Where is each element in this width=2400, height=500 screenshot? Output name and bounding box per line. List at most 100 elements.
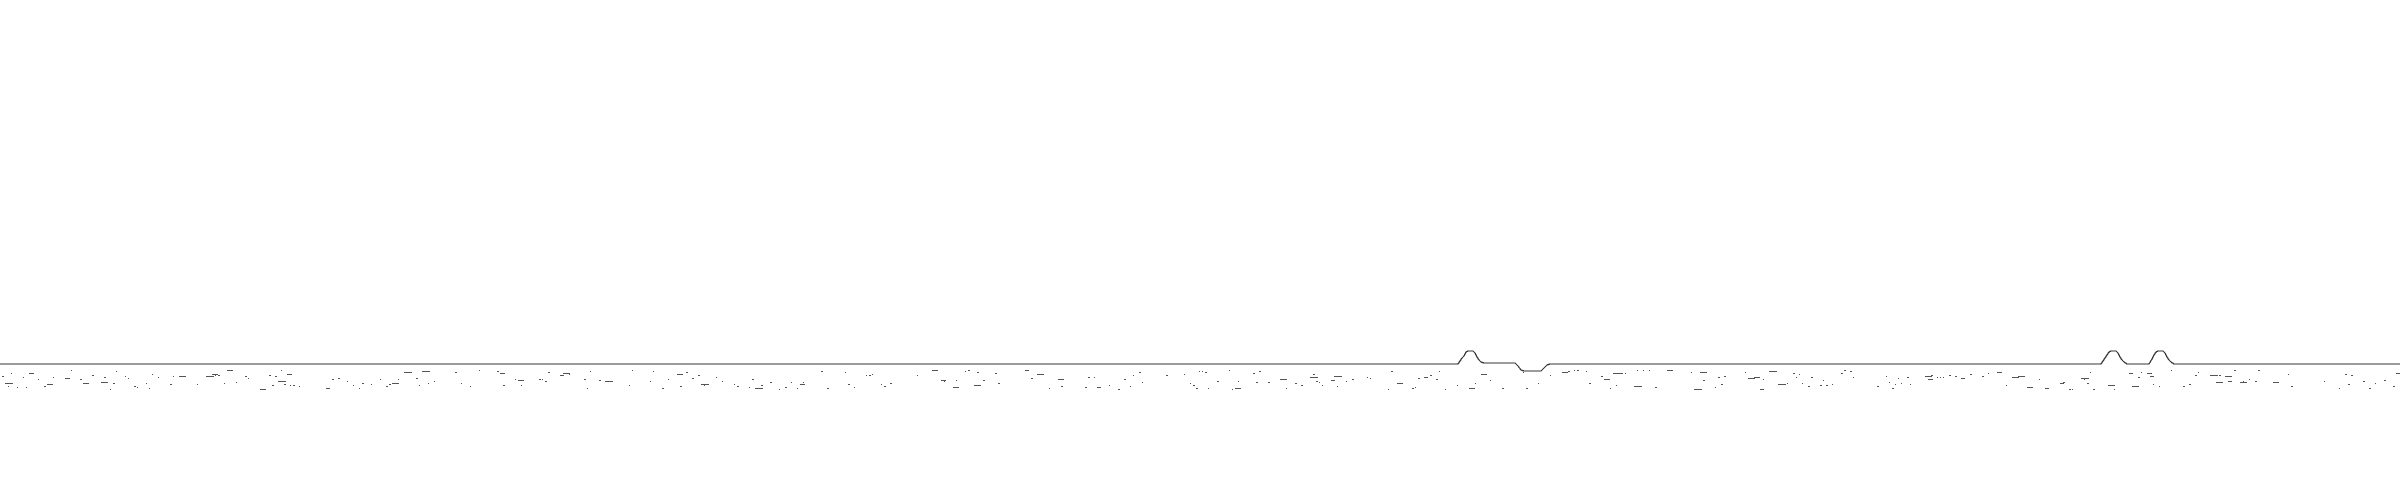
noise-speck [632,370,633,371]
noise-speck [1643,370,1644,371]
noise-speck [1208,388,1209,389]
noise-speck [1907,377,1909,378]
noise-speck [146,383,147,384]
noise-speck [2093,389,2095,390]
noise-speck [1850,371,1852,372]
noise-speck [1886,376,1887,377]
noise-speck [1718,377,1720,378]
noise-speck [848,384,850,385]
noise-speck [2348,384,2350,385]
noise-speck [371,384,372,385]
noise-speck [1889,382,1890,383]
noise-speck [779,389,780,390]
noise-speck [2159,386,2160,387]
noise-speck [605,381,613,382]
noise-speck [1346,381,1347,382]
noise-speck [1700,372,1707,373]
noise-speck [2195,375,2197,376]
noise-speck [134,386,136,387]
noise-speck [2132,386,2139,387]
noise-speck [23,377,24,378]
noise-speck [563,373,570,374]
noise-speck [2351,375,2353,376]
noise-speck [470,386,471,387]
noise-speck [152,374,153,375]
noise-speck [722,381,723,382]
noise-speck [1235,388,1241,389]
noise-speck [1205,372,1207,373]
noise-speck [1097,387,1101,388]
noise-speck [800,384,805,385]
noise-speck [392,383,399,384]
noise-speck [1190,383,1191,384]
noise-speck [752,379,754,380]
noise-speck [1940,377,1941,378]
noise-speck [218,375,220,376]
noise-speck [1133,375,1134,376]
noise-speck [2069,389,2071,390]
noise-speck [1457,385,1458,386]
noise-speck [326,388,330,389]
noise-speck [47,384,53,385]
noise-speck [1892,388,1894,389]
noise-speck [629,385,630,386]
noise-speck [1667,370,1673,371]
noise-speck [1238,381,1239,382]
noise-speck [854,387,855,388]
noise-speck [1937,377,1938,378]
noise-speck [1901,383,1902,384]
noise-speck [1037,374,1044,375]
noise-speck [1502,388,1504,389]
noise-speck [125,376,126,377]
noise-speck [104,377,106,378]
noise-speck [1943,377,1944,378]
noise-speck [650,381,651,382]
noise-speck [2147,373,2152,374]
noise-speck [113,383,115,384]
noise-speck [2084,379,2085,380]
noise-speck [1445,389,1446,390]
noise-speck [2369,388,2371,389]
noise-speck [545,381,547,382]
noise-speck [428,383,429,384]
noise-speck [890,383,892,384]
noise-speck [2339,388,2340,389]
noise-speck [1166,375,1168,376]
noise-speck [110,389,111,390]
noise-speck [668,379,669,380]
noise-speck [1025,370,1029,371]
noise-speck [1118,389,1120,390]
noise-speck [1745,372,1746,373]
noise-speck [1490,380,1491,381]
noise-speck [1754,377,1760,378]
noise-speck [1619,373,1623,374]
noise-speck [293,385,295,386]
noise-speck [515,379,516,380]
noise-speck [1694,389,1702,390]
noise-speck [1388,389,1389,390]
noise-speck [1391,371,1393,372]
noise-speck [26,387,27,388]
noise-speck [212,374,218,375]
noise-speck [968,370,970,371]
noise-speck [1310,377,1318,378]
noise-speck [227,370,233,371]
noise-speck [287,374,292,375]
noise-speck [1997,372,2002,373]
noise-speck [1970,374,1972,375]
noise-speck [1577,370,1579,371]
noise-speck [1826,385,1828,386]
noise-speck [1295,383,1297,384]
noise-speck [791,382,792,383]
noise-speck [587,388,588,389]
noise-speck [1931,375,1933,376]
noise-speck [116,371,117,372]
noise-speck [1085,387,1087,388]
noise-speck [974,385,981,386]
noise-speck [503,385,505,386]
noise-speck [2045,388,2049,389]
noise-speck [1301,385,1303,386]
noise-speck [1139,372,1141,373]
noise-speck [704,385,705,386]
